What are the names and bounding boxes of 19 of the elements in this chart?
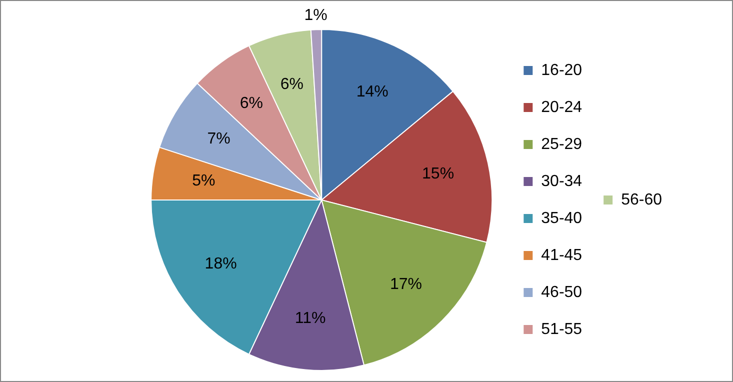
- data-label: 14%: [356, 83, 388, 100]
- data-label: 6%: [240, 94, 263, 112]
- legend-label: 51-55: [541, 320, 582, 338]
- legend-label: 56-60: [621, 191, 662, 208]
- legend-label: 16-20: [541, 62, 582, 79]
- legend-label: 35-40: [541, 210, 582, 227]
- legend-label: 20-24: [541, 98, 582, 116]
- data-label: 6%: [280, 76, 304, 93]
- data-label: 5%: [192, 172, 216, 190]
- data-label: 15%: [422, 165, 454, 182]
- data-label: 11%: [294, 310, 326, 328]
- legend-label: 46-50: [541, 284, 582, 301]
- legend-label: 41-45: [541, 246, 582, 264]
- data-label: 1%: [304, 6, 328, 24]
- legend-label: 30-34: [541, 172, 582, 190]
- data-label: 7%: [207, 130, 230, 148]
- legend-label: 25-29: [541, 136, 582, 153]
- data-label: 18%: [204, 255, 237, 272]
- data-label: 17%: [390, 276, 422, 293]
